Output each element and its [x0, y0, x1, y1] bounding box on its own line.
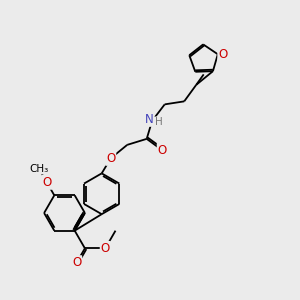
- Text: CH₃: CH₃: [29, 164, 49, 174]
- Text: O: O: [42, 176, 51, 189]
- Text: O: O: [218, 48, 227, 61]
- Text: O: O: [106, 152, 115, 165]
- Text: O: O: [158, 144, 167, 157]
- Text: H: H: [155, 117, 163, 128]
- Text: O: O: [72, 256, 81, 269]
- Text: N: N: [145, 113, 154, 126]
- Text: O: O: [101, 242, 110, 255]
